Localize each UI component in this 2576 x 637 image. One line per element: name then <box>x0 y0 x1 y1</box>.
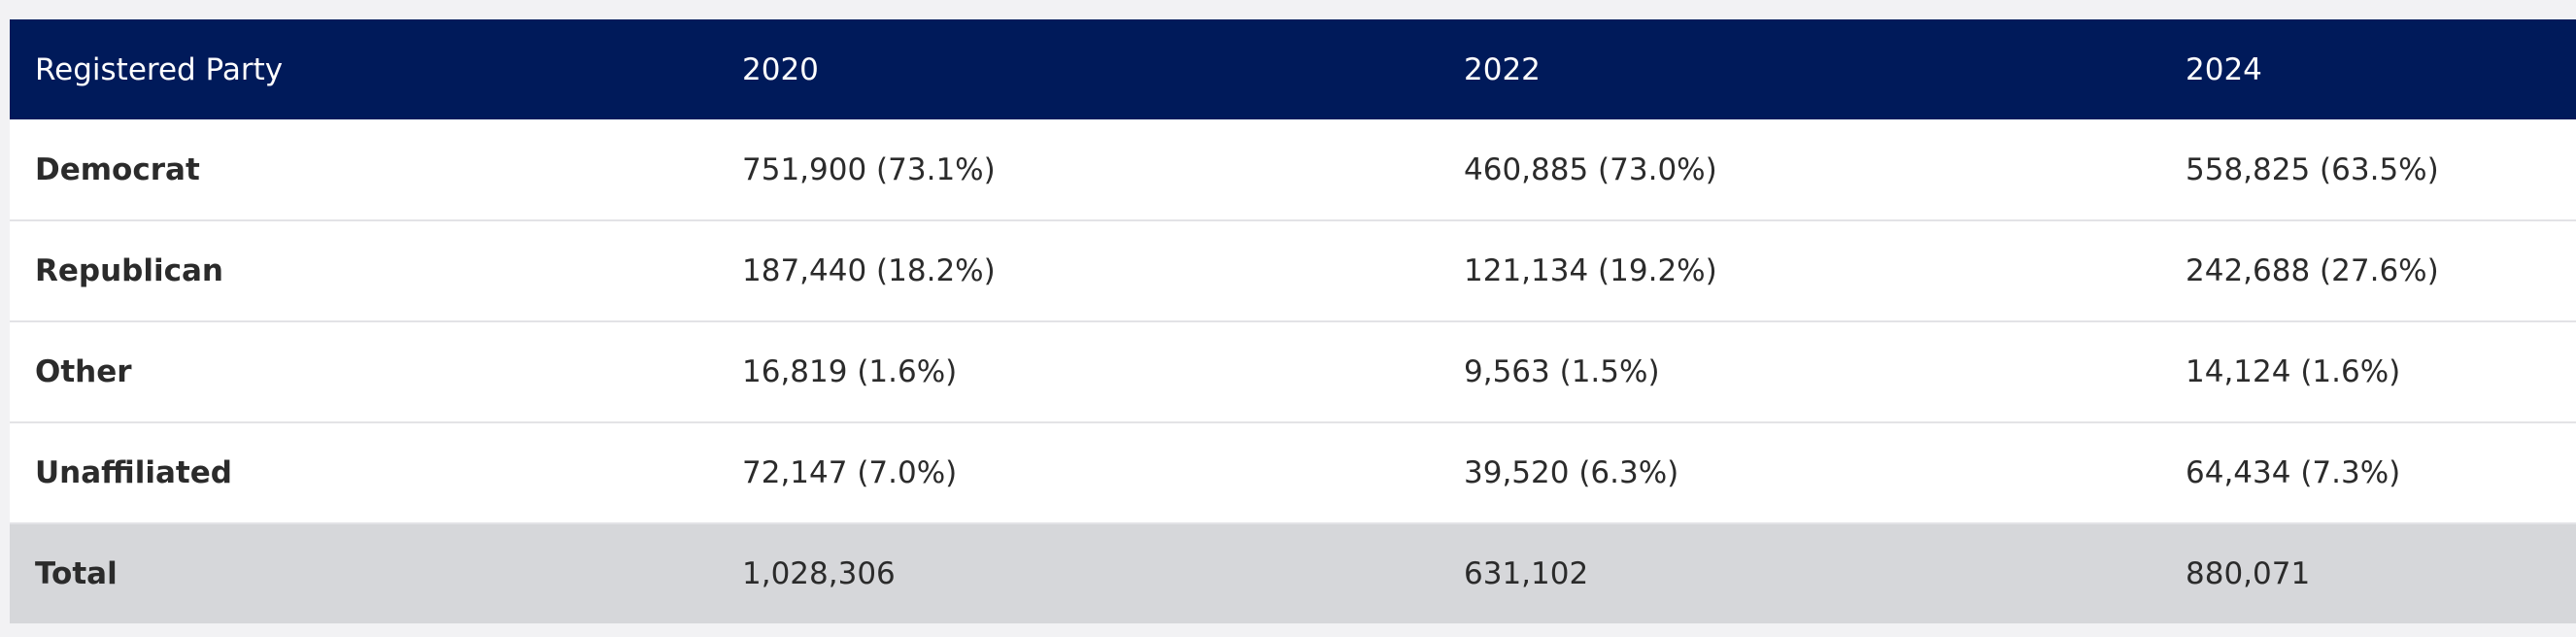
value-cell-2024: 558,825 (63.5%) <box>2186 151 2439 187</box>
voter-registration-table-container: Registered Party 2020 2022 2024 Democrat… <box>10 19 2576 623</box>
value-cell-2020: 187,440 (18.2%) <box>742 253 996 288</box>
table-header: Registered Party 2020 2022 2024 <box>10 19 2576 119</box>
total-cell-2022: 631,102 <box>1464 556 1589 591</box>
party-cell: Democrat <box>35 151 200 187</box>
table-row-other: Other 16,819 (1.6%) 9,563 (1.5%) 14,124 … <box>10 321 2576 422</box>
party-cell: Unaffiliated <box>35 455 232 490</box>
voter-registration-table: Registered Party 2020 2022 2024 Democrat… <box>10 19 2576 623</box>
value-cell-2022: 39,520 (6.3%) <box>1464 455 1679 490</box>
header-row: Registered Party 2020 2022 2024 <box>10 19 2576 119</box>
column-header-2020: 2020 <box>742 51 819 87</box>
value-cell-2024: 64,434 (7.3%) <box>2186 455 2401 490</box>
value-cell-2020: 751,900 (73.1%) <box>742 151 996 187</box>
table-row-unaffiliated: Unaffiliated 72,147 (7.0%) 39,520 (6.3%)… <box>10 422 2576 523</box>
party-cell: Other <box>35 354 132 389</box>
value-cell-2022: 9,563 (1.5%) <box>1464 354 1660 389</box>
total-cell-2024: 880,071 <box>2186 556 2311 591</box>
party-cell: Republican <box>35 253 223 288</box>
value-cell-2024: 242,688 (27.6%) <box>2186 253 2439 288</box>
value-cell-2022: 121,134 (19.2%) <box>1464 253 1717 288</box>
value-cell-2024: 14,124 (1.6%) <box>2186 354 2401 389</box>
column-header-2022: 2022 <box>1464 51 1541 87</box>
value-cell-2020: 72,147 (7.0%) <box>742 455 958 490</box>
table-row-republican: Republican 187,440 (18.2%) 121,134 (19.2… <box>10 220 2576 321</box>
value-cell-2020: 16,819 (1.6%) <box>742 354 958 389</box>
table-row-total: Total 1,028,306 631,102 880,071 <box>10 523 2576 623</box>
table-body: Democrat 751,900 (73.1%) 460,885 (73.0%)… <box>10 119 2576 623</box>
value-cell-2022: 460,885 (73.0%) <box>1464 151 1717 187</box>
total-cell-2020: 1,028,306 <box>742 556 896 591</box>
column-header-2024: 2024 <box>2186 51 2262 87</box>
total-label-cell: Total <box>35 556 118 591</box>
column-header-party: Registered Party <box>35 51 284 87</box>
table-row-democrat: Democrat 751,900 (73.1%) 460,885 (73.0%)… <box>10 119 2576 220</box>
